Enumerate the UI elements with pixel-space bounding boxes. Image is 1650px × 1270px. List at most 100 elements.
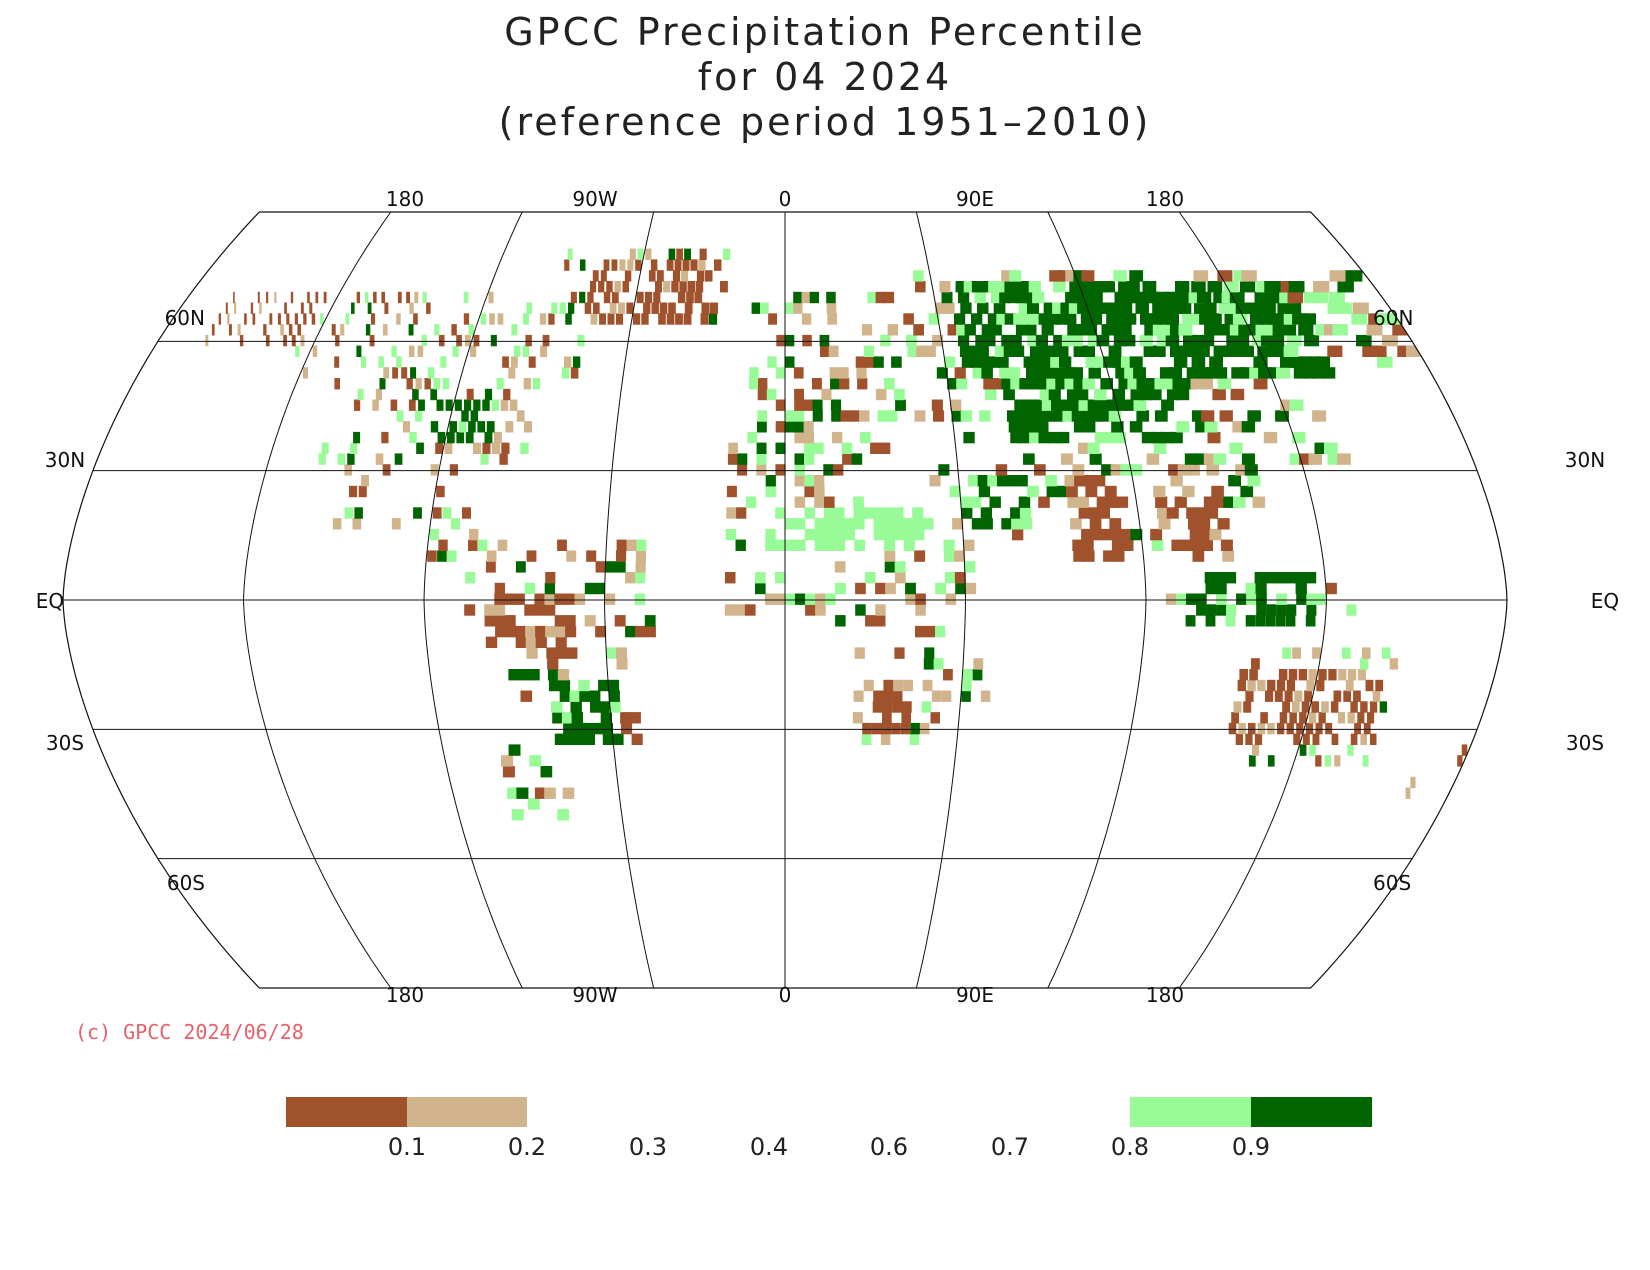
- percentile-cell: [785, 539, 796, 551]
- percentile-cell: [637, 248, 644, 260]
- percentile-cell: [1057, 431, 1070, 444]
- percentile-cell: [1217, 270, 1233, 282]
- percentile-cell: [1267, 679, 1276, 692]
- percentile-cell: [826, 291, 836, 304]
- percentile-cell: [775, 507, 786, 519]
- percentile-cell: [1234, 334, 1250, 347]
- percentile-cell: [564, 593, 576, 605]
- percentile-cell: [1028, 378, 1041, 390]
- percentile-cell: [1113, 270, 1127, 282]
- percentile-cell: [1073, 345, 1087, 357]
- percentile-cell: [1151, 539, 1164, 551]
- graticule: [63, 211, 1507, 989]
- percentile-cell: [794, 475, 805, 487]
- percentile-cell: [635, 561, 646, 573]
- percentile-cell: [857, 378, 868, 390]
- percentile-cell: [1106, 399, 1119, 411]
- percentile-cell: [1090, 410, 1103, 422]
- percentile-cell: [335, 334, 340, 347]
- percentile-cell: [614, 615, 626, 627]
- percentile-cell: [757, 388, 768, 401]
- percentile-cell: [726, 485, 737, 498]
- percentile-cell: [844, 528, 855, 541]
- percentile-cell: [1120, 356, 1134, 368]
- percentile-cell: [894, 647, 905, 659]
- percentile-cell: [1110, 302, 1124, 314]
- percentile-cell: [1288, 669, 1298, 681]
- percentile-cell: [1019, 507, 1032, 519]
- percentile-cell: [756, 442, 767, 454]
- percentile-cell: [930, 712, 940, 724]
- percentile-cell: [1109, 518, 1122, 530]
- percentile-cell: [814, 496, 825, 508]
- percentile-cell: [1220, 539, 1233, 551]
- percentile-cell: [875, 582, 886, 595]
- percentile-cell: [1204, 367, 1219, 379]
- percentile-cell: [1206, 604, 1217, 616]
- percentile-cell: [489, 313, 495, 325]
- percentile-cell: [1237, 679, 1246, 692]
- percentile-cell: [1061, 367, 1074, 379]
- percentile-cell: [980, 281, 992, 293]
- percentile-cell: [1257, 345, 1272, 357]
- percentile-cell: [1360, 658, 1369, 670]
- percentile-cell: [1083, 421, 1096, 433]
- percentile-cell: [1397, 345, 1414, 357]
- percentile-cell: [484, 388, 493, 401]
- percentile-cell: [1233, 701, 1242, 713]
- percentile-cell: [1194, 302, 1209, 314]
- percentile-cell: [644, 615, 656, 627]
- percentile-cell: [933, 658, 944, 670]
- percentile-cell: [1199, 313, 1214, 325]
- percentile-cell: [793, 302, 803, 314]
- percentile-cell: [824, 496, 835, 508]
- percentile-cell: [511, 324, 518, 336]
- percentile-cell: [824, 539, 836, 551]
- percentile-cell: [511, 356, 518, 368]
- percentile-cell: [1028, 281, 1041, 293]
- percentile-cell: [1197, 518, 1211, 530]
- longitude-line: [1178, 211, 1328, 989]
- percentile-cell: [1241, 421, 1256, 433]
- percentile-cell: [980, 507, 992, 519]
- percentile-cell: [803, 431, 814, 444]
- percentile-cell: [436, 399, 444, 411]
- percentile-cell: [1275, 313, 1291, 325]
- percentile-cell: [801, 291, 811, 304]
- percentile-cell: [1295, 582, 1307, 595]
- percentile-cell: [668, 248, 676, 260]
- percentile-cell: [1082, 345, 1095, 357]
- percentile-cell: [473, 442, 481, 454]
- percentile-cell: [415, 410, 423, 422]
- percentile-cell: [928, 313, 940, 325]
- percentile-cell: [663, 281, 671, 293]
- percentile-cell: [864, 572, 876, 584]
- percentile-cell: [879, 442, 891, 454]
- percentile-cell: [237, 324, 241, 336]
- percentile-cell: [775, 399, 786, 411]
- percentile-cell: [887, 324, 898, 336]
- percentile-cell: [832, 464, 844, 476]
- percentile-cell: [812, 399, 823, 411]
- percentile-cell: [893, 679, 904, 692]
- percentile-cell: [551, 302, 558, 314]
- percentile-cell: [1021, 313, 1034, 325]
- percentile-cell: [561, 367, 570, 379]
- longitude-line: [1047, 211, 1147, 989]
- percentile-cell: [795, 593, 806, 605]
- percentile-cell: [903, 539, 915, 551]
- percentile-cell: [964, 324, 976, 336]
- percentile-cell: [956, 324, 968, 336]
- percentile-cell: [833, 507, 845, 519]
- percentile-cell: [499, 453, 508, 465]
- percentile-cell: [1392, 324, 1409, 336]
- percentile-cell: [1204, 572, 1217, 584]
- percentile-cell: [1309, 744, 1316, 756]
- percentile-cell: [1065, 291, 1078, 304]
- percentile-cell: [1150, 528, 1163, 541]
- percentile-cell: [1233, 496, 1246, 508]
- percentile-cell: [751, 302, 761, 314]
- percentile-cell: [1286, 334, 1302, 347]
- percentile-cell: [1275, 410, 1289, 422]
- percentile-cell: [1170, 475, 1183, 487]
